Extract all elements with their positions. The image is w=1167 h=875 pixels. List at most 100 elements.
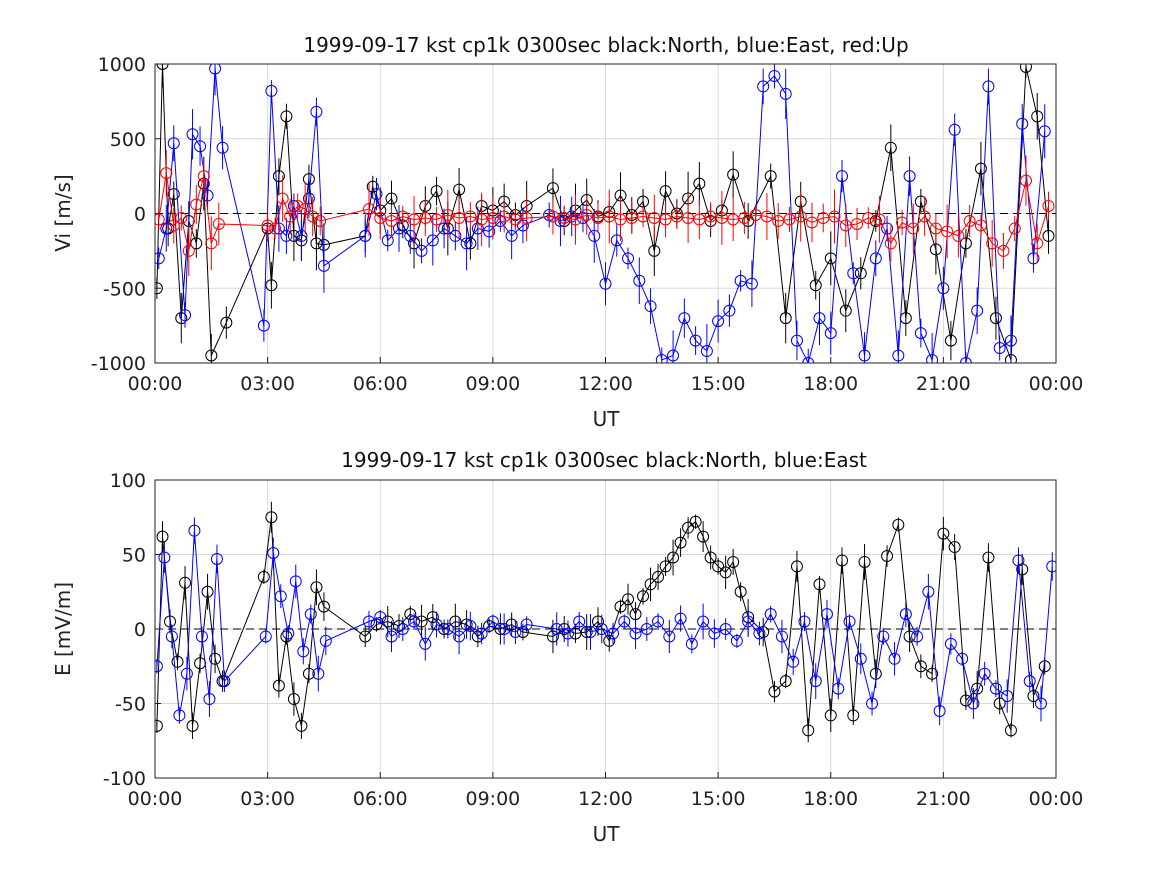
data-point-east — [652, 615, 665, 628]
data-point-north — [287, 229, 300, 242]
x-tick-label: 12:00 — [578, 373, 633, 395]
data-point-east — [678, 312, 691, 325]
data-point-east — [922, 585, 935, 598]
data-point-up — [828, 210, 841, 223]
panel-efield-x-axis-label: UT — [593, 822, 621, 846]
data-point-east — [877, 630, 890, 643]
y-tick-label: 0 — [134, 204, 146, 226]
data-point-up — [693, 213, 706, 226]
data-point-north — [558, 623, 571, 635]
data-point-up — [963, 214, 976, 227]
data-point-north — [836, 554, 849, 567]
data-point-north — [179, 576, 192, 589]
data-point-east — [629, 627, 642, 640]
data-point-east — [655, 354, 668, 363]
data-point-east — [216, 141, 229, 154]
data-point-east — [464, 620, 477, 633]
data-point-north — [591, 615, 604, 628]
data-point-up — [1019, 174, 1032, 187]
panel-velocity-title: 1999-09-17 kst cp1k 0300sec black:North,… — [303, 33, 908, 57]
data-point-east — [173, 709, 186, 722]
series-layer — [155, 501, 1056, 743]
data-point-east — [155, 660, 163, 673]
series-east — [155, 517, 1056, 726]
y-tick-label: -100 — [103, 768, 146, 790]
series-layer — [155, 64, 1055, 363]
data-point-east — [712, 315, 725, 328]
data-point-east — [903, 170, 916, 183]
data-point-up — [269, 222, 282, 235]
data-point-north — [302, 667, 315, 680]
data-point-east — [289, 575, 302, 588]
data-point-up — [167, 219, 180, 232]
data-point-east — [1038, 125, 1051, 138]
y-tick-label: 1000 — [98, 54, 146, 76]
data-point-east — [441, 623, 454, 635]
data-point-east — [663, 630, 676, 643]
data-point-east — [956, 652, 969, 665]
data-point-up — [190, 198, 203, 211]
data-point-up — [299, 203, 312, 216]
data-point-east — [790, 334, 803, 347]
data-point-north — [220, 316, 233, 329]
data-point-east — [730, 634, 743, 647]
data-point-east — [982, 80, 995, 93]
data-point-east — [802, 357, 815, 363]
panel-velocity-plot-area — [155, 64, 1055, 363]
data-point-north — [974, 162, 987, 175]
data-point-east — [595, 623, 608, 635]
data-point-east — [798, 615, 811, 628]
data-point-east — [640, 623, 653, 635]
data-point-north — [546, 182, 559, 195]
data-point-up — [873, 213, 886, 226]
series-up — [155, 149, 1055, 276]
data-point-north — [948, 541, 961, 554]
data-point-east — [295, 229, 308, 242]
data-point-north — [689, 515, 702, 528]
data-point-east — [809, 675, 822, 688]
data-point-up — [291, 200, 304, 213]
data-point-north — [287, 693, 300, 706]
data-point-north — [1019, 64, 1032, 73]
data-point-up — [430, 213, 443, 226]
data-point-east — [836, 170, 849, 183]
x-tick-label: 09:00 — [465, 373, 520, 395]
data-point-east — [1046, 560, 1056, 573]
data-point-north — [813, 578, 826, 591]
data-point-east — [158, 551, 171, 564]
data-point-north — [881, 549, 894, 562]
data-point-east — [854, 652, 867, 665]
data-point-east — [426, 234, 439, 247]
panel-velocity-x-axis-label: UT — [593, 407, 621, 431]
data-point-east — [911, 630, 924, 643]
data-point-east — [697, 615, 710, 628]
data-point-east — [460, 237, 473, 250]
data-point-up — [907, 222, 920, 235]
data-point-east — [359, 229, 372, 242]
data-point-up — [520, 211, 533, 224]
data-point-north — [186, 719, 199, 732]
data-point-north — [385, 192, 398, 205]
data-point-north — [415, 615, 428, 628]
data-point-up — [918, 210, 931, 223]
data-point-north — [171, 655, 184, 668]
data-point-east — [888, 652, 901, 665]
data-point-east — [155, 252, 165, 265]
data-point-east — [892, 349, 905, 362]
data-point-east — [914, 327, 927, 340]
data-point-north — [265, 279, 278, 292]
data-point-north — [155, 282, 163, 295]
data-point-east — [408, 615, 421, 628]
data-point-up — [362, 203, 375, 216]
data-point-east — [1027, 252, 1040, 265]
data-point-north — [903, 630, 916, 643]
data-point-north — [156, 64, 169, 70]
y-tick-label: -500 — [103, 278, 146, 300]
data-point-north — [704, 551, 717, 564]
data-point-east — [449, 229, 462, 242]
data-point-north — [272, 679, 285, 692]
x-tick-label: 15:00 — [691, 373, 746, 395]
data-point-east — [302, 192, 315, 205]
data-point-north — [280, 630, 293, 643]
data-point-north — [712, 560, 725, 573]
